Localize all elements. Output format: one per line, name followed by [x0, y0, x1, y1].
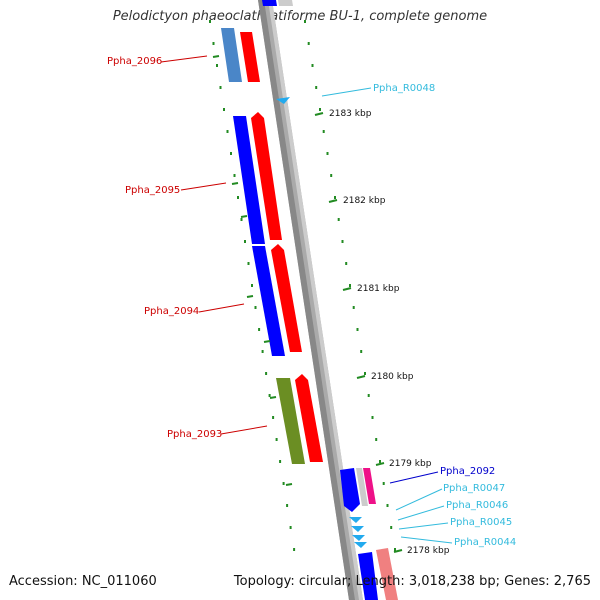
gene-feature-ppha-r0044b — [352, 535, 365, 541]
gene-label-ppha-r0048[interactable]: Ppha_R0048 — [373, 83, 435, 94]
guide-dot — [304, 20, 306, 23]
guide-dot — [251, 284, 253, 287]
guide-dot — [290, 526, 292, 529]
guide-dot — [308, 42, 310, 45]
guide-dot — [216, 64, 218, 67]
guide-dot — [227, 130, 229, 133]
gene-feature-ppha-2096-minus — [221, 28, 242, 82]
ruler-tick-label: 2180 kbp — [371, 372, 414, 382]
ruler-tick — [376, 463, 384, 465]
guide-dot — [293, 548, 295, 551]
guide-dot — [360, 350, 362, 353]
guide-dot — [213, 42, 215, 45]
gene-label-ppha-2093[interactable]: Ppha_2093 — [167, 429, 222, 440]
guide-dot — [327, 152, 329, 155]
ruler-tick-label: 2179 kbp — [389, 459, 432, 469]
track-tick — [286, 484, 292, 485]
gene-feature-top-minus — [262, 0, 277, 6]
guide-dot — [220, 86, 222, 89]
gene-label-ppha-r0044[interactable]: Ppha_R0044 — [454, 537, 516, 548]
genome-map[interactable]: 2183 kbp 2182 kbp 2181 kbp 2180 kbp 2179… — [0, 0, 600, 600]
guide-dot — [330, 174, 332, 177]
guide-dot — [349, 284, 351, 287]
guide-dot — [244, 240, 246, 243]
track-tick — [213, 56, 219, 57]
label-connector — [390, 472, 438, 483]
track-tick — [264, 341, 270, 342]
guide-dot — [372, 416, 374, 419]
guide-dot — [286, 504, 288, 507]
label-connector — [199, 304, 244, 312]
guide-dot — [265, 372, 267, 375]
guide-dot — [334, 196, 336, 199]
ruler-tick-label: 2178 kbp — [407, 546, 450, 556]
ruler-tick — [343, 288, 351, 290]
ruler-tick-label: 2181 kbp — [357, 284, 400, 294]
guide-dot — [357, 328, 359, 331]
guide-dot — [383, 482, 385, 485]
guide-dot — [319, 108, 321, 111]
guide-dot — [368, 394, 370, 397]
gene-label-ppha-2092[interactable]: Ppha_2092 — [440, 466, 495, 477]
label-connector — [161, 56, 207, 62]
gene-label-ppha-r0046[interactable]: Ppha_R0046 — [446, 500, 508, 511]
guide-dot — [237, 196, 239, 199]
label-connector — [221, 426, 267, 434]
ruler-tick-label: 2183 kbp — [329, 109, 372, 119]
guide-dot — [223, 108, 225, 111]
track-tick — [241, 216, 247, 217]
gene-feature-ppha-r0044c — [354, 542, 367, 548]
label-connector — [181, 183, 226, 190]
guide-dot — [364, 372, 366, 375]
guide-dot — [279, 460, 281, 463]
gene-feature-top-plus — [278, 0, 293, 6]
track-tick — [270, 397, 276, 398]
guide-dot — [387, 504, 389, 507]
guide-dot — [234, 174, 236, 177]
guide-dot — [255, 306, 257, 309]
guide-dot — [269, 394, 271, 397]
guide-dot — [258, 328, 260, 331]
gene-label-ppha-r0045[interactable]: Ppha_R0045 — [450, 517, 512, 528]
ruler-tick — [329, 200, 337, 202]
guide-dot — [323, 130, 325, 133]
gene-label-ppha-r0047[interactable]: Ppha_R0047 — [443, 483, 505, 494]
guide-dot — [345, 262, 347, 265]
ruler-tick — [357, 376, 365, 378]
guide-dot — [209, 20, 211, 23]
guide-dot — [315, 86, 317, 89]
guide-dot — [353, 306, 355, 309]
label-connector — [399, 523, 448, 529]
gene-label-ppha-2096[interactable]: Ppha_2096 — [107, 56, 162, 67]
guide-dot — [312, 64, 314, 67]
guide-dot — [248, 262, 250, 265]
guide-dot — [338, 218, 340, 221]
track-tick — [232, 183, 238, 184]
guide-dot — [390, 526, 392, 529]
guide-dot — [230, 152, 232, 155]
guide-dot — [276, 438, 278, 441]
guide-dot — [379, 460, 381, 463]
gene-feature-ppha-r0044a — [351, 526, 364, 532]
guide-dot — [262, 350, 264, 353]
guide-dot — [283, 482, 285, 485]
ruler-tick — [315, 113, 323, 115]
track-tick — [247, 296, 253, 297]
gene-feature-ppha-2096-plus — [240, 32, 260, 82]
label-connector — [322, 88, 371, 96]
label-connector — [398, 506, 444, 520]
guide-dot — [272, 416, 274, 419]
genome-summary-text: Topology: circular; Length: 3,018,238 bp… — [234, 574, 591, 589]
ruler-tick-label: 2182 kbp — [343, 196, 386, 206]
guide-dot — [241, 218, 243, 221]
gene-label-ppha-2095[interactable]: Ppha_2095 — [125, 185, 180, 196]
label-connector — [396, 489, 442, 510]
guide-dot — [375, 438, 377, 441]
gene-label-ppha-2094[interactable]: Ppha_2094 — [144, 306, 199, 317]
label-connector — [401, 537, 452, 543]
accession-text: Accession: NC_011060 — [9, 574, 157, 589]
guide-dot — [342, 240, 344, 243]
